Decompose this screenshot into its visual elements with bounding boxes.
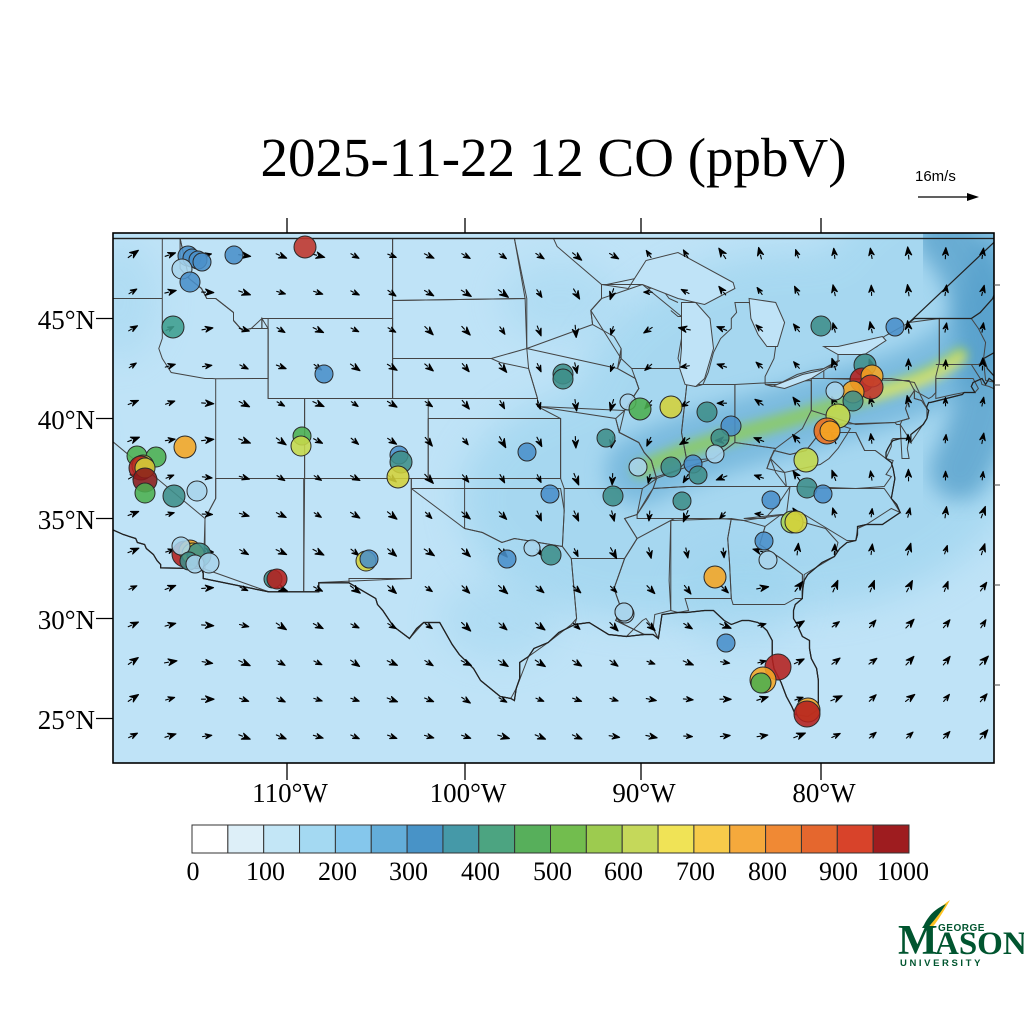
svg-text:GEORGE: GEORGE [938, 923, 985, 934]
svg-text:UNIVERSITY: UNIVERSITY [900, 958, 983, 969]
